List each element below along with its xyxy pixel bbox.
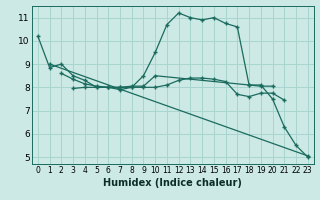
X-axis label: Humidex (Indice chaleur): Humidex (Indice chaleur) bbox=[103, 178, 242, 188]
